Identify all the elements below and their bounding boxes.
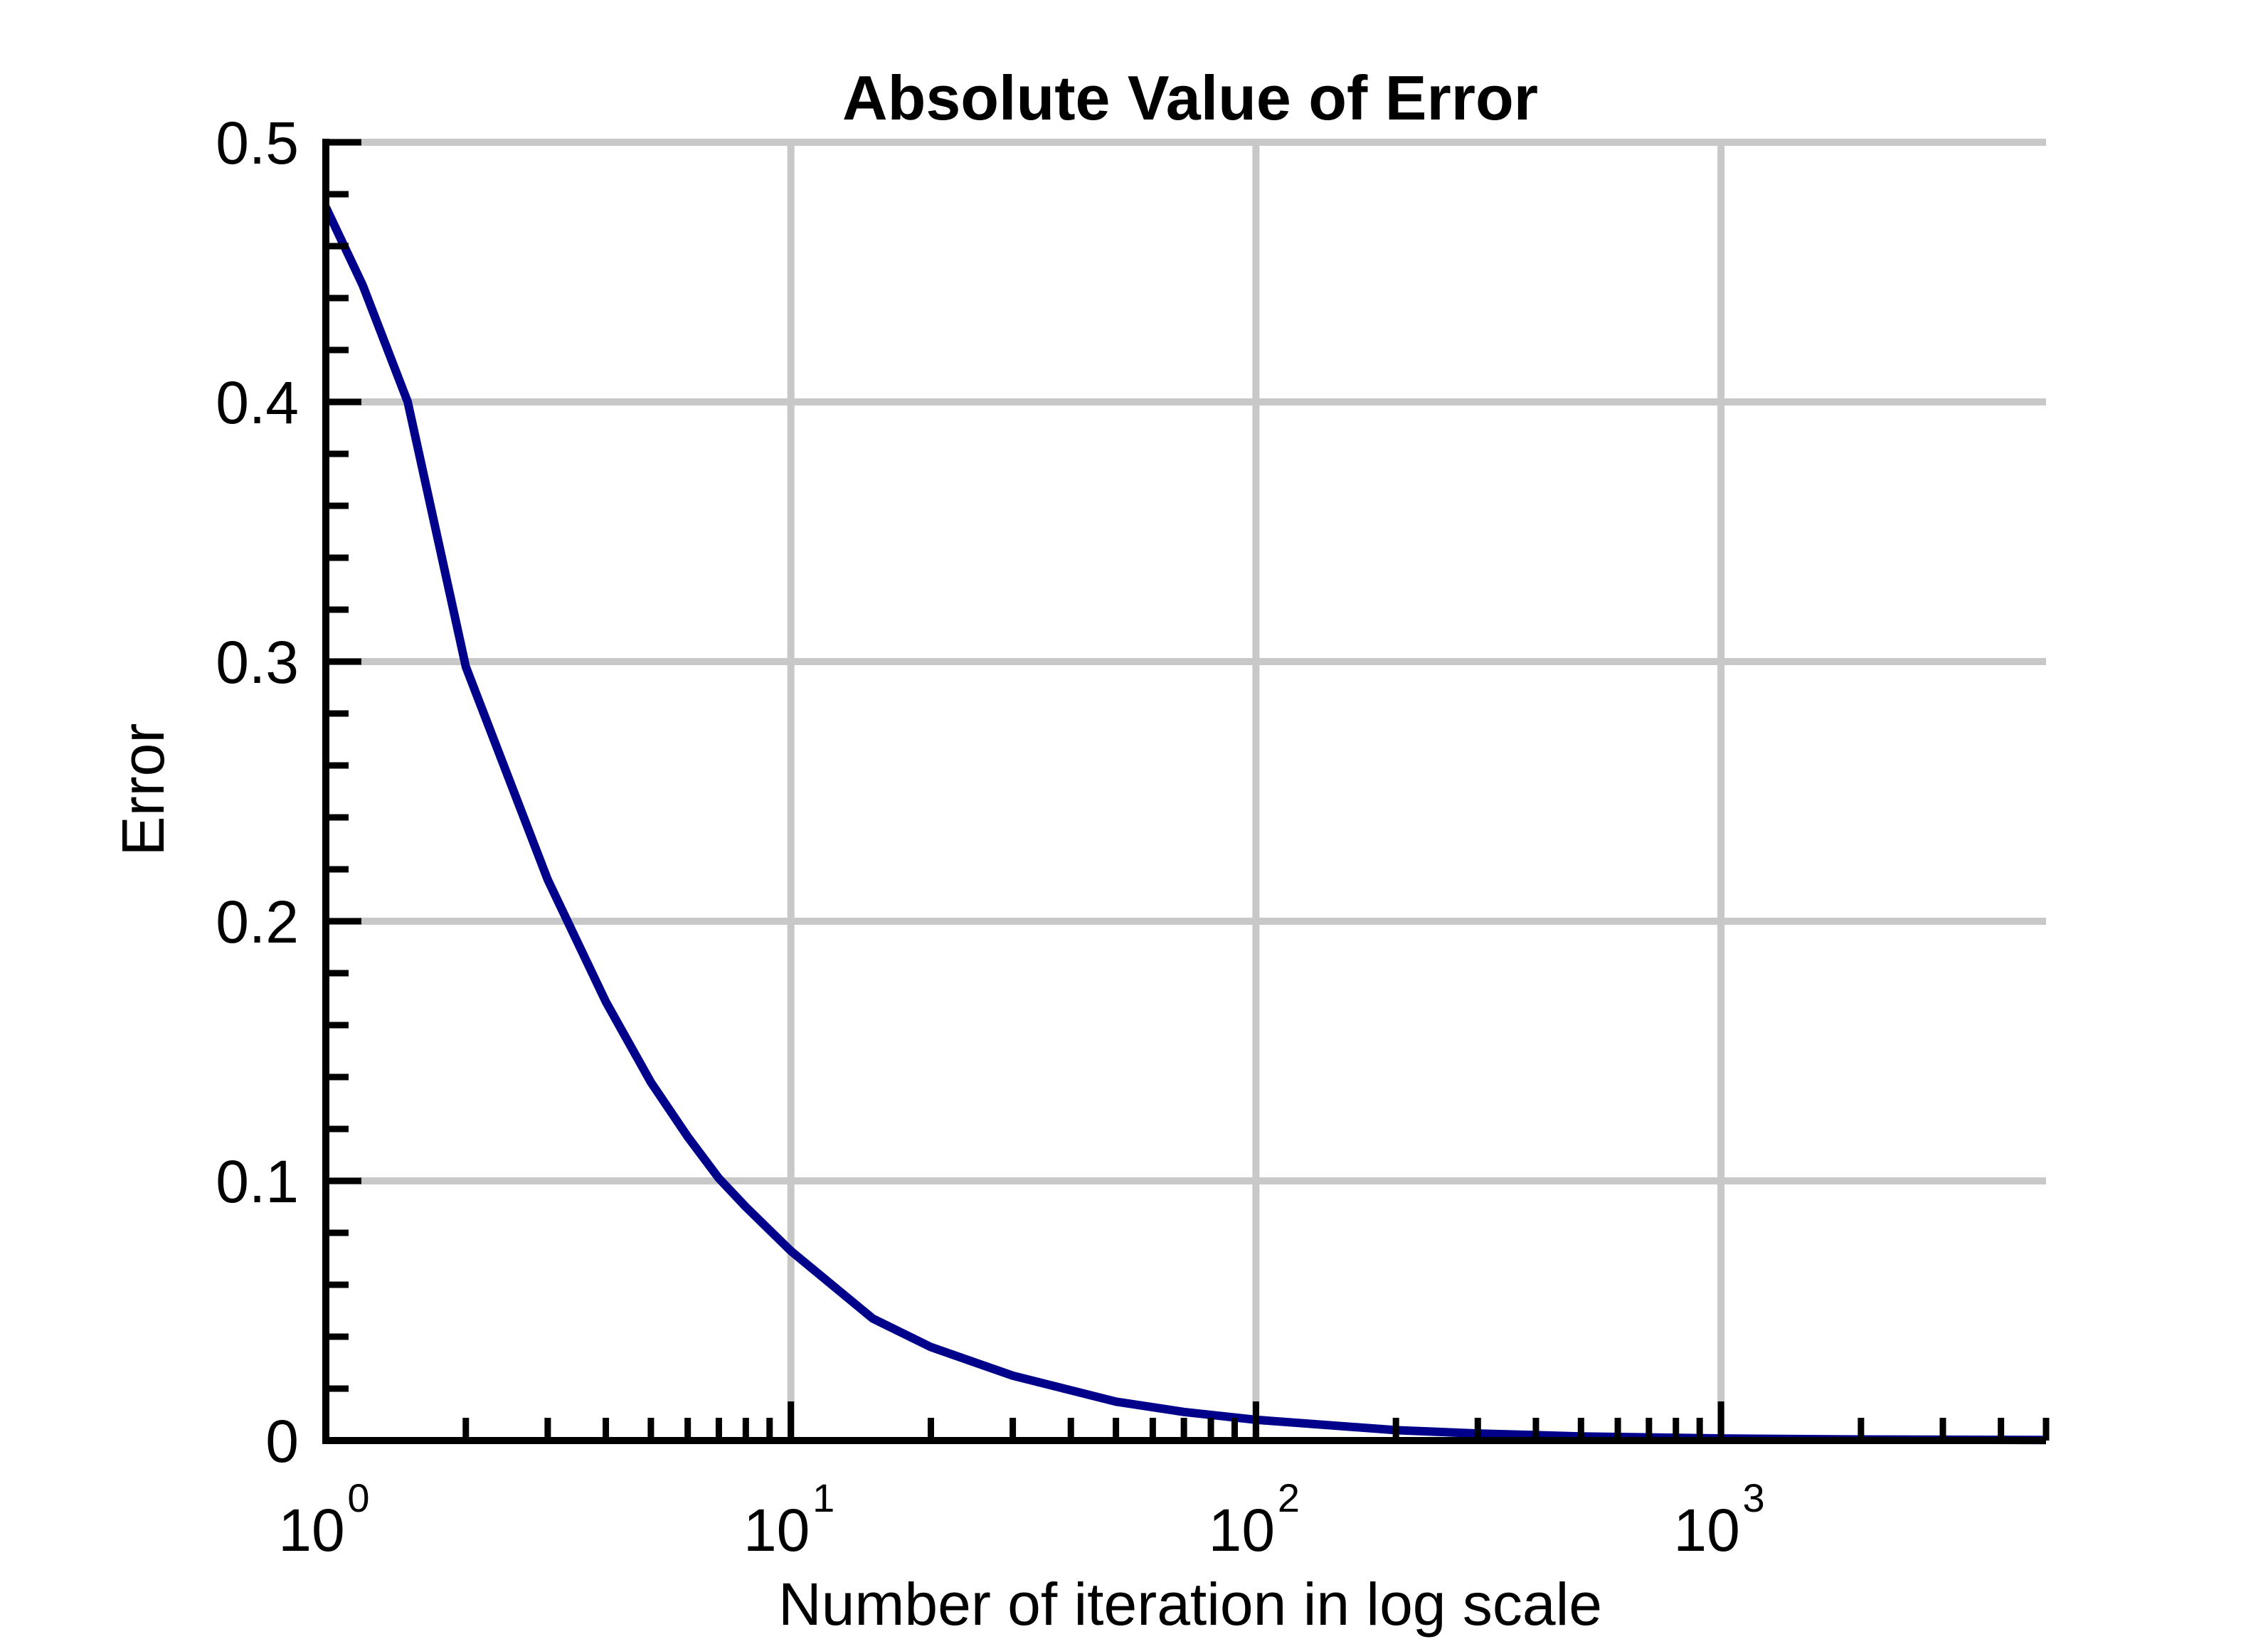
grid-lines [326,139,2046,1441]
x-tick-exponent: 2 [1278,1475,1300,1520]
y-axis-label: Error [110,723,176,857]
series-line-0 [322,205,2047,1445]
axes [322,139,2050,1444]
x-tick-exponent: 0 [347,1475,369,1520]
y-tick-label: 0.4 [216,369,299,436]
y-tick-label: 0.1 [216,1148,299,1215]
series-layer [322,205,2047,1445]
x-tick-exponent: 3 [1743,1475,1765,1520]
x-axis-label: Number of iteration in log scale [778,1571,1602,1638]
tick-labels: 00.10.20.30.40.510 0 10 1 10 2 10 3 [216,110,1764,1564]
x-tick-label: 10 [278,1497,344,1564]
x-tick-label: 10 [1209,1497,1275,1564]
x-tick-exponent: 1 [812,1475,834,1520]
y-tick-label: 0.3 [216,629,299,696]
x-tick-label: 10 [1673,1497,1739,1564]
x-tick-label: 10 [743,1497,810,1564]
y-tick-label: 0.5 [216,110,299,176]
y-tick-label: 0 [265,1408,299,1475]
y-tick-label: 0.2 [216,889,299,955]
chart-title: Absolute Value of Error [842,63,1538,133]
